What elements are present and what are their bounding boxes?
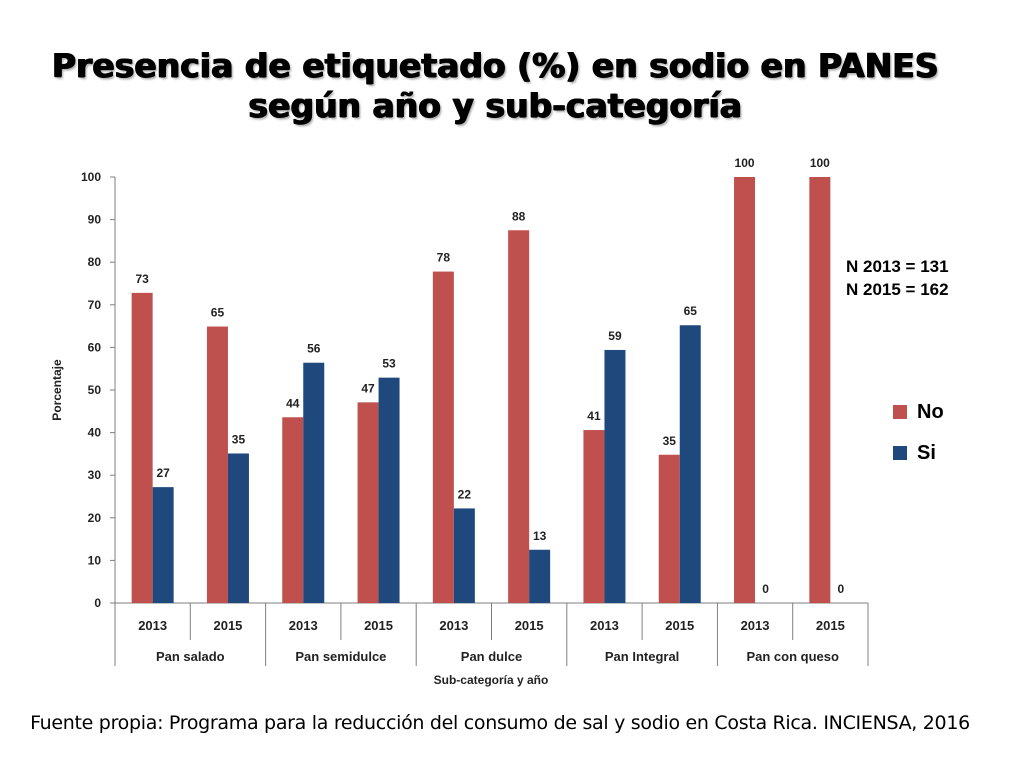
x-tick-label-year: 2015 [515, 618, 544, 633]
chart-title-line-2: según año y sub-categoría [248, 86, 742, 125]
data-label-no-4: 78 [437, 251, 451, 265]
bar-si-7 [679, 325, 701, 603]
x-tick-label-year: 2015 [364, 618, 393, 633]
data-label-si-1: 35 [232, 432, 246, 446]
data-label-si-6: 59 [608, 329, 622, 343]
x-group-label: Pan con queso [746, 649, 839, 664]
y-tick-label: 0 [94, 596, 101, 610]
x-tick-label-year: 2013 [439, 618, 468, 633]
bar-no-4 [432, 271, 454, 603]
y-tick-label: 10 [88, 553, 102, 567]
y-axis-title: Porcentaje [50, 359, 64, 421]
y-tick-label: 100 [81, 170, 101, 184]
x-tick-label-year: 2013 [289, 618, 318, 633]
data-label-no-1: 65 [211, 306, 225, 320]
sample-size-note: N 2013 = 131 N 2015 = 162 [846, 255, 949, 301]
data-label-si-7: 65 [684, 304, 698, 318]
legend-swatch-si [893, 446, 907, 460]
data-label-si-2: 56 [307, 342, 321, 356]
y-tick-label: 80 [88, 255, 102, 269]
source-note: Fuente propia: Programa para la reducció… [30, 712, 970, 734]
bar-no-2 [282, 417, 304, 603]
bar-si-0 [152, 487, 174, 603]
data-label-no-6: 41 [587, 409, 601, 423]
sample-size-2013: N 2013 = 131 [846, 257, 949, 276]
x-tick-label-year: 2013 [138, 618, 167, 633]
chart-legend: No Si [893, 400, 944, 482]
data-label-si-5: 13 [533, 529, 547, 543]
x-tick-label-year: 2015 [816, 618, 845, 633]
bar-no-5 [508, 230, 530, 603]
bar-si-2 [303, 362, 325, 603]
bar-no-9 [809, 177, 831, 603]
bar-no-3 [357, 402, 379, 603]
legend-item-no: No [893, 400, 944, 424]
data-label-no-5: 88 [512, 209, 526, 223]
data-label-no-2: 44 [286, 396, 300, 410]
bar-chart: 0 10 20 30 40 50 60 70 80 90 100 73 27 2013 65 35 2015 44… [50, 156, 869, 687]
legend-label-no: No [917, 400, 944, 423]
x-tick-label-year: 2015 [213, 618, 242, 633]
bar-no-8 [734, 177, 756, 603]
data-label-si-4: 22 [458, 487, 472, 501]
chart-title: Presencia de etiquetado (%) en sodio en … [0, 46, 990, 126]
y-tick-label: 70 [88, 298, 102, 312]
bar-no-1 [206, 326, 228, 603]
data-label-si-0: 27 [156, 466, 170, 480]
bar-si-1 [227, 453, 249, 603]
x-axis-title: Sub-categoría y año [434, 673, 549, 687]
data-label-no-8: 100 [735, 156, 755, 170]
bar-si-3 [378, 377, 400, 603]
data-label-no-0: 73 [135, 272, 149, 286]
data-label-si-3: 53 [382, 357, 396, 371]
x-tick-label-year: 2015 [665, 618, 694, 633]
y-tick-label: 90 [88, 213, 102, 227]
data-label-no-7: 35 [663, 434, 677, 448]
data-label-si-8: 0 [762, 582, 769, 596]
legend-item-si: Si [893, 441, 944, 465]
legend-label-si: Si [917, 441, 936, 464]
bar-si-4 [453, 508, 475, 603]
y-tick-label: 20 [88, 511, 102, 525]
bar-si-5 [529, 549, 551, 603]
bar-no-7 [658, 454, 680, 603]
x-tick-label-year: 2013 [741, 618, 770, 633]
sample-size-2015: N 2015 = 162 [846, 280, 949, 299]
data-label-si-9: 0 [838, 582, 845, 596]
chart-title-line-1: Presencia de etiquetado (%) en sodio en … [51, 46, 939, 85]
bar-si-6 [604, 349, 626, 603]
y-tick-label: 60 [88, 340, 102, 354]
bar-no-0 [131, 292, 153, 603]
data-label-no-3: 47 [361, 381, 375, 395]
x-group-label: Pan dulce [461, 649, 522, 664]
data-label-no-9: 100 [810, 156, 830, 170]
x-group-label: Pan semidulce [295, 649, 386, 664]
x-group-label: Pan Integral [605, 649, 679, 664]
x-tick-label-year: 2013 [590, 618, 619, 633]
legend-swatch-no [893, 405, 907, 419]
y-tick-label: 40 [88, 426, 102, 440]
y-tick-label: 30 [88, 468, 102, 482]
bar-no-6 [583, 430, 605, 603]
x-group-label: Pan salado [156, 649, 225, 664]
y-tick-label: 50 [88, 383, 102, 397]
